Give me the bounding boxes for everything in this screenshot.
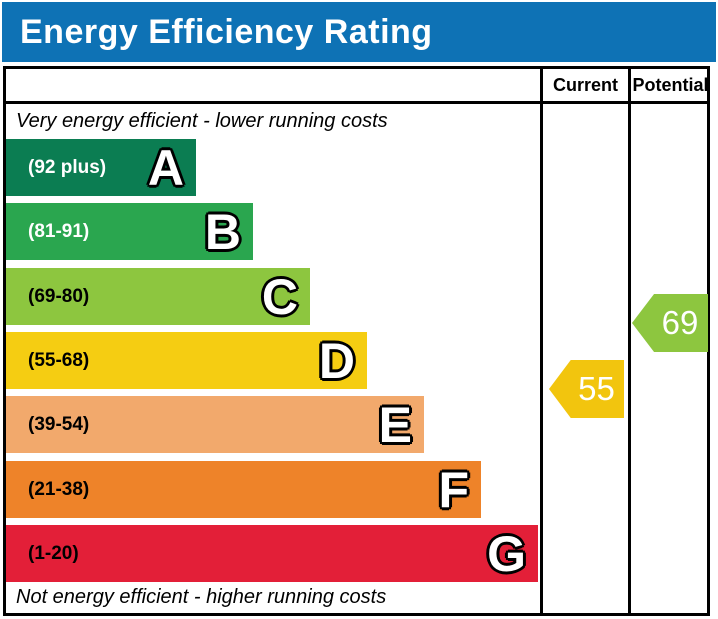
band-range-label: (92 plus) xyxy=(28,156,107,178)
band-row-f: (21-38) F xyxy=(6,461,481,518)
band-row-g: (1-20) G xyxy=(6,525,538,582)
column-header-current: Current xyxy=(552,75,618,95)
band-letter: A xyxy=(147,139,184,196)
page-title: Energy Efficiency Rating xyxy=(20,12,433,51)
current-column-divider xyxy=(540,66,543,616)
band-row-a: (92 plus) A xyxy=(6,139,196,196)
potential-rating-marker: 69 xyxy=(632,294,708,352)
potential-column-divider xyxy=(628,66,631,616)
band-letter: B xyxy=(204,203,241,260)
band-letter: G xyxy=(487,525,526,582)
band-letter: E xyxy=(378,396,412,453)
caption-very-efficient: Very energy efficient - lower running co… xyxy=(16,110,388,132)
band-range-label: (1-20) xyxy=(28,542,79,564)
band-range-label: (39-54) xyxy=(28,413,90,435)
band-row-d: (55-68) D xyxy=(6,332,367,389)
band-row-c: (69-80) C xyxy=(6,268,310,325)
title-bar: Energy Efficiency Rating xyxy=(2,2,716,62)
band-range-label: (21-38) xyxy=(28,478,90,500)
band-range-label: (69-80) xyxy=(28,285,90,307)
column-header-potential: Potential xyxy=(632,75,709,95)
band-row-b: (81-91) B xyxy=(6,203,253,260)
caption-not-efficient: Not energy efficient - higher running co… xyxy=(16,586,387,608)
band-letter: D xyxy=(318,332,355,389)
band-letter: C xyxy=(261,268,298,325)
potential-rating-value: 69 xyxy=(661,304,699,341)
band-letter: F xyxy=(438,461,469,518)
band-range-label: (81-91) xyxy=(28,220,90,242)
band-range-label: (55-68) xyxy=(28,349,90,371)
band-row-e: (39-54) E xyxy=(6,396,424,453)
header-underline xyxy=(3,101,710,104)
current-rating-value: 55 xyxy=(578,370,615,407)
